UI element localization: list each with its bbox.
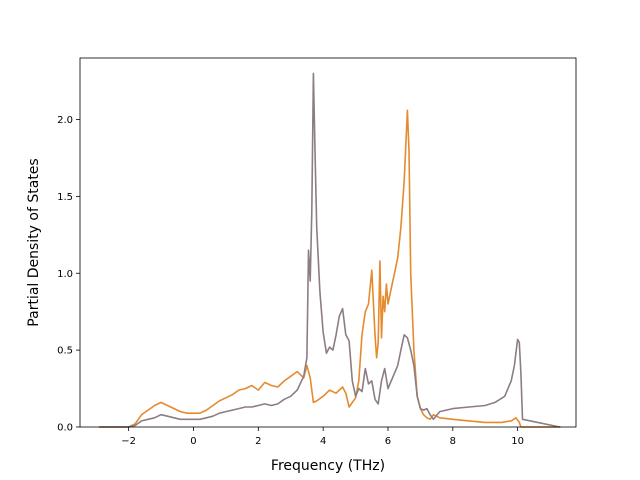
x-tick-label: 0 [190,436,196,447]
series-line-2 [98,72,561,428]
y-axis: 0.0 0.5 1.0 1.5 2.0 [57,115,80,434]
y-tick-label: 2.0 [57,115,73,126]
plot-frame [79,57,577,428]
y-tick-label: 1.0 [57,269,73,280]
y-tick-label: 0.5 [57,346,73,357]
y-tick-label: 0.0 [57,423,73,434]
x-tick-label: 10 [511,436,524,447]
x-tick-label: −2 [121,436,136,447]
x-axis: −2 0 2 4 6 8 10 [121,427,524,447]
series-layer [98,72,561,428]
y-tick-label: 1.5 [57,192,73,203]
x-tick-label: 2 [255,436,261,447]
x-axis-title: Frequency (THz) [271,458,385,474]
x-tick-label: 8 [450,436,456,447]
series-line-1 [98,109,561,428]
x-tick-label: 4 [320,436,326,447]
x-tick-label: 6 [385,436,391,447]
y-axis-title: Partial Density of States [26,158,42,326]
